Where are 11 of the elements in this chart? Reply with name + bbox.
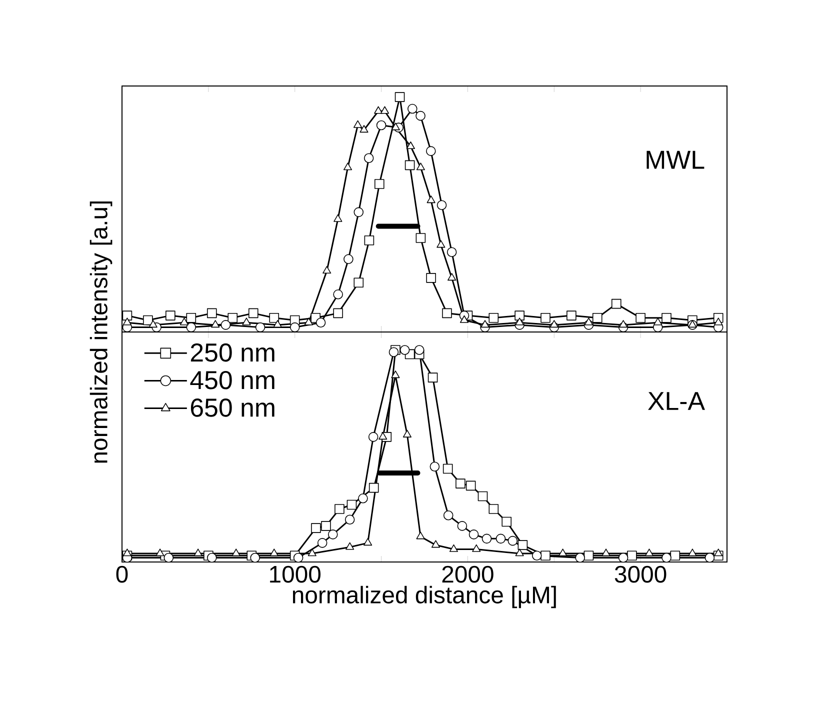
annotation: MWL <box>646 150 704 169</box>
x-tick-label: 3000 <box>614 566 666 583</box>
legend-label: 450 nm <box>190 370 274 390</box>
y-axis-title: normalized intensity [a.u] <box>90 202 112 463</box>
annotation: XL-A <box>648 392 705 410</box>
legend-label: 250 nm <box>190 343 274 362</box>
legend-label: 650 nm <box>190 398 274 417</box>
x-tick-label: 1000 <box>270 566 321 583</box>
x-tick-label: 2000 <box>442 566 494 583</box>
x-tick-label: 0 <box>116 566 128 583</box>
x-axis-title: normalized distance [µM] <box>292 586 556 608</box>
